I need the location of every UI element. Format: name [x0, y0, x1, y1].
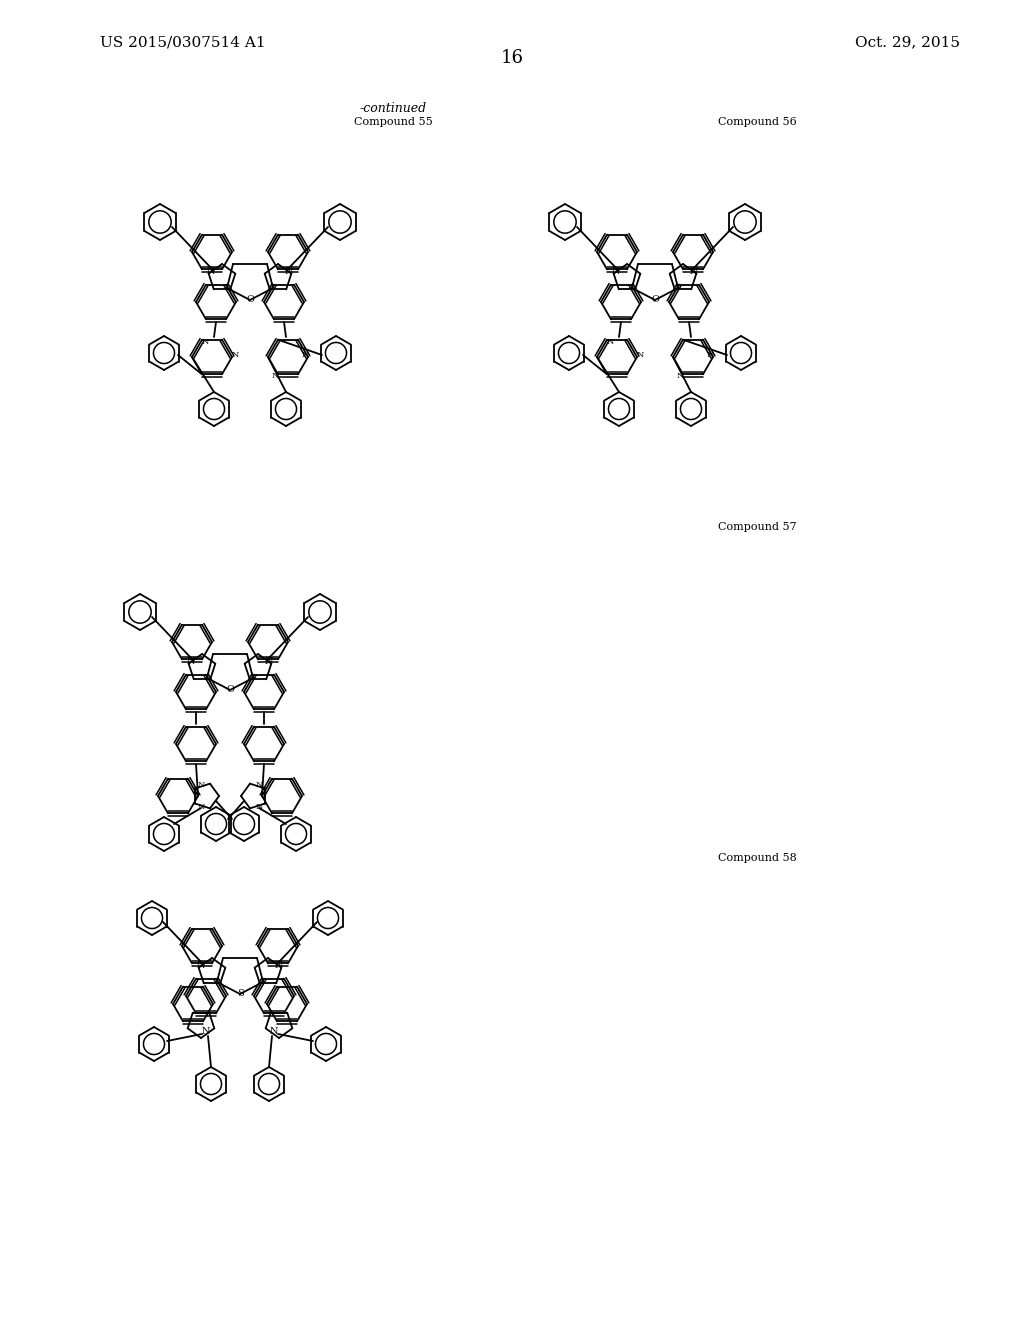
Text: N: N [285, 268, 293, 276]
Text: Compound 56: Compound 56 [718, 117, 797, 127]
Text: N: N [269, 1027, 279, 1036]
Text: N: N [202, 338, 209, 346]
Text: N: N [255, 803, 263, 810]
Text: O: O [651, 296, 658, 305]
Text: S: S [237, 990, 244, 998]
Text: N: N [186, 657, 196, 667]
Text: N: N [198, 803, 205, 810]
Text: N: N [606, 338, 613, 346]
Text: N: N [198, 781, 205, 789]
Text: N: N [274, 961, 284, 970]
Text: N: N [207, 268, 215, 276]
Text: Compound 57: Compound 57 [718, 521, 797, 532]
Text: N: N [197, 961, 205, 970]
Text: N: N [636, 351, 644, 359]
Text: 16: 16 [501, 49, 523, 67]
Text: N: N [301, 351, 308, 359]
Text: N: N [676, 372, 684, 380]
Text: O: O [226, 685, 233, 694]
Text: N: N [611, 268, 621, 276]
Text: N: N [271, 372, 279, 380]
Text: Compound 55: Compound 55 [353, 117, 432, 127]
Text: N: N [707, 351, 714, 359]
Text: US 2015/0307514 A1: US 2015/0307514 A1 [100, 36, 265, 49]
Text: O: O [246, 296, 254, 305]
Text: N: N [255, 781, 263, 789]
Text: Oct. 29, 2015: Oct. 29, 2015 [855, 36, 961, 49]
Text: N: N [690, 268, 698, 276]
Text: Compound 58: Compound 58 [718, 853, 797, 863]
Text: -continued: -continued [359, 102, 427, 115]
Text: N: N [202, 1027, 210, 1036]
Text: N: N [265, 657, 273, 667]
Text: N: N [231, 351, 239, 359]
